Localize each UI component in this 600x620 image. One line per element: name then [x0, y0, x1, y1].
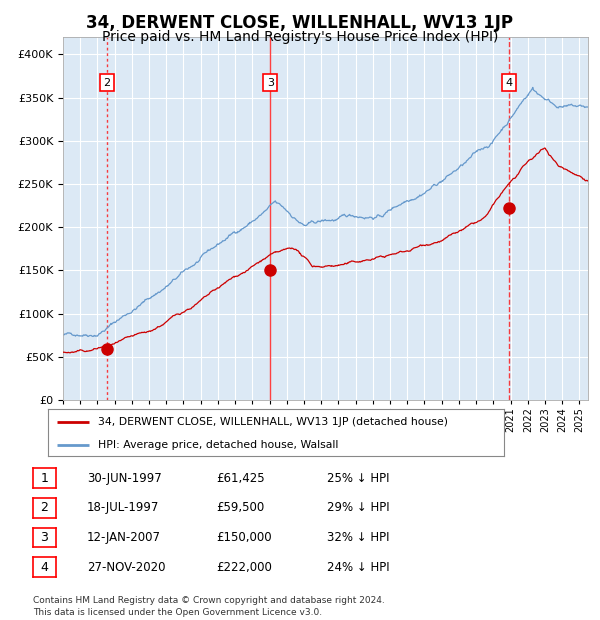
Text: 2: 2 [103, 78, 110, 87]
Text: 24% ↓ HPI: 24% ↓ HPI [327, 561, 389, 574]
Text: 34, DERWENT CLOSE, WILLENHALL, WV13 1JP (detached house): 34, DERWENT CLOSE, WILLENHALL, WV13 1JP … [98, 417, 448, 427]
Text: 4: 4 [505, 78, 512, 87]
Text: HPI: Average price, detached house, Walsall: HPI: Average price, detached house, Wals… [98, 440, 338, 451]
Text: 29% ↓ HPI: 29% ↓ HPI [327, 502, 389, 514]
Text: 1: 1 [40, 472, 49, 484]
Text: £61,425: £61,425 [216, 472, 265, 484]
Text: 34, DERWENT CLOSE, WILLENHALL, WV13 1JP: 34, DERWENT CLOSE, WILLENHALL, WV13 1JP [86, 14, 514, 32]
Text: 30-JUN-1997: 30-JUN-1997 [87, 472, 162, 484]
Text: £222,000: £222,000 [216, 561, 272, 574]
Text: Contains HM Land Registry data © Crown copyright and database right 2024.
This d: Contains HM Land Registry data © Crown c… [33, 596, 385, 617]
Text: 27-NOV-2020: 27-NOV-2020 [87, 561, 166, 574]
Text: 3: 3 [267, 78, 274, 87]
Text: £150,000: £150,000 [216, 531, 272, 544]
Text: 4: 4 [40, 561, 49, 574]
Text: Price paid vs. HM Land Registry's House Price Index (HPI): Price paid vs. HM Land Registry's House … [102, 30, 498, 44]
Text: 32% ↓ HPI: 32% ↓ HPI [327, 531, 389, 544]
Text: 18-JUL-1997: 18-JUL-1997 [87, 502, 160, 514]
Text: £59,500: £59,500 [216, 502, 264, 514]
Text: 2: 2 [40, 502, 49, 514]
Text: 12-JAN-2007: 12-JAN-2007 [87, 531, 161, 544]
Text: 3: 3 [40, 531, 49, 544]
Text: 25% ↓ HPI: 25% ↓ HPI [327, 472, 389, 484]
